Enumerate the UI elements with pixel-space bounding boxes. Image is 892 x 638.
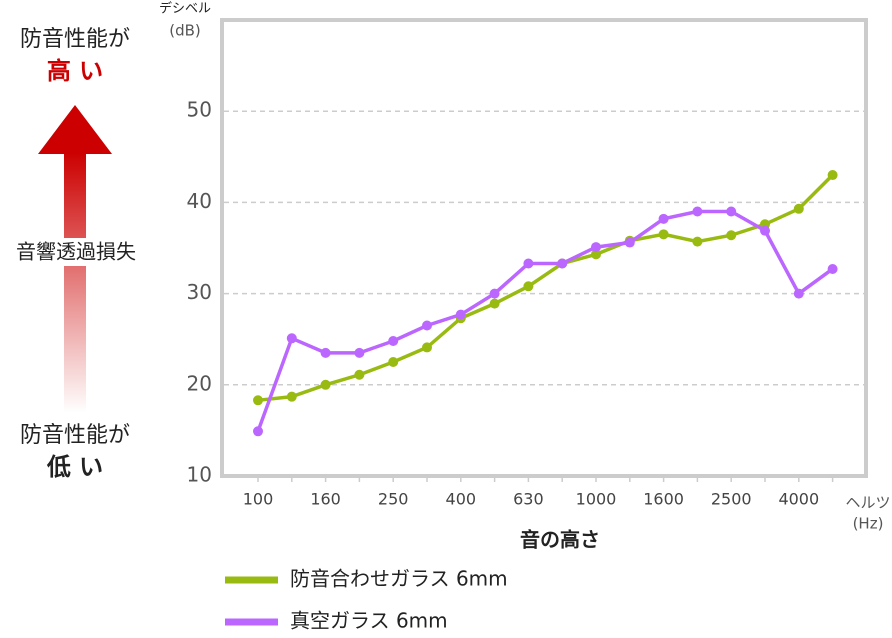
- y-tick-label: 40: [187, 189, 212, 213]
- x-tick-label: 100: [243, 490, 274, 509]
- y-tick-label: 10: [187, 463, 212, 487]
- x-axis-name: ヘルツ: [845, 494, 890, 512]
- point: [726, 206, 737, 217]
- point: [726, 230, 737, 241]
- point: [489, 298, 500, 309]
- legend-label: 防音合わせガラス 6mm: [290, 567, 508, 591]
- x-tick-label: 2500: [711, 490, 752, 509]
- point: [354, 347, 365, 358]
- point: [591, 249, 601, 260]
- point: [523, 281, 534, 292]
- point: [793, 288, 804, 299]
- label-bg: [0, 238, 152, 266]
- legend-label: 真空ガラス 6mm: [290, 609, 448, 633]
- arrow-shaft: [64, 153, 86, 413]
- point: [455, 309, 466, 320]
- point: [793, 203, 804, 214]
- side-label: 高 い: [47, 57, 103, 85]
- point: [320, 347, 331, 358]
- x-tick-label: 1000: [576, 490, 617, 509]
- side-label: 防音性能が: [20, 27, 130, 52]
- arrow-head: [38, 105, 112, 154]
- x-tick-label: 250: [378, 490, 409, 509]
- series-line: [256, 209, 834, 432]
- point: [320, 379, 331, 390]
- x-tick-label: 160: [310, 490, 341, 509]
- y-tick-label: 20: [187, 371, 212, 395]
- point: [422, 342, 432, 353]
- point: [624, 237, 635, 248]
- point: [489, 288, 500, 299]
- y-axis-unit: (dB): [169, 22, 201, 40]
- x-tick-label: 400: [446, 490, 477, 509]
- series-line: [257, 173, 834, 403]
- point: [286, 391, 297, 402]
- point: [286, 333, 297, 344]
- plot-frame: [220, 18, 868, 478]
- point: [760, 225, 770, 236]
- point: [388, 336, 399, 347]
- side-label: 防音性能が: [20, 423, 130, 448]
- side-label: 低 い: [46, 453, 103, 481]
- side-label: 音響透過損失: [16, 240, 136, 264]
- point: [557, 258, 568, 269]
- point: [658, 229, 669, 240]
- y-tick-label: 50: [187, 98, 212, 122]
- point: [253, 426, 263, 437]
- x-axis-unit: (Hz): [853, 515, 884, 533]
- x-axis-label: 音の高さ: [520, 528, 600, 552]
- point: [388, 357, 399, 367]
- point: [692, 236, 703, 247]
- point: [523, 258, 534, 269]
- y-tick-label: 30: [187, 280, 212, 304]
- point: [422, 320, 432, 331]
- point: [253, 395, 263, 406]
- point: [692, 206, 703, 217]
- point: [827, 263, 838, 274]
- point: [354, 369, 365, 380]
- x-tick-label: 4000: [778, 490, 819, 509]
- x-tick-label: 630: [513, 490, 544, 509]
- point: [827, 170, 838, 181]
- y-axis-label: デシベル: [159, 1, 211, 17]
- x-tick-label: 1600: [643, 490, 684, 509]
- point: [658, 213, 669, 224]
- point: [591, 242, 601, 253]
